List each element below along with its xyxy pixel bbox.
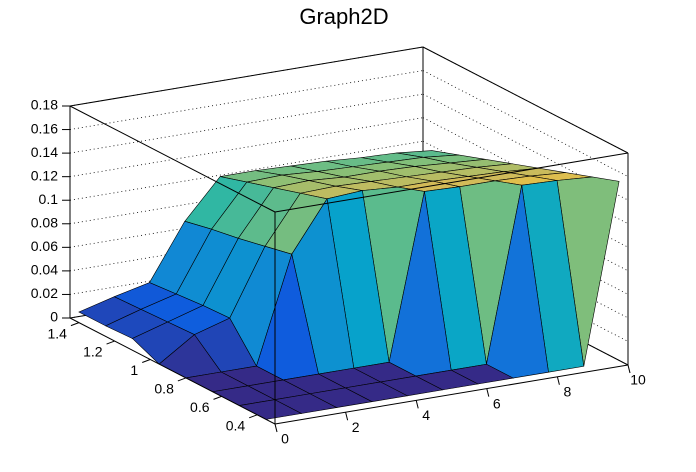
x-tick-label: 6	[493, 395, 501, 411]
y-tick	[142, 359, 151, 363]
y-tick	[248, 414, 258, 419]
x-tick-label: 4	[422, 407, 430, 423]
x-tick-label: 8	[564, 384, 572, 400]
box-edge	[69, 105, 276, 213]
z-tick-label: 0.02	[31, 285, 58, 301]
z-tick-label: 0.04	[31, 262, 58, 278]
x-tick-label: 10	[630, 372, 646, 388]
x-tick-label: 2	[352, 419, 360, 435]
z-tick-label: 0.08	[31, 214, 58, 230]
grid-line	[422, 46, 629, 154]
box-edge	[69, 46, 424, 107]
x-tick	[486, 388, 490, 397]
y-tick-label: 0.4	[226, 417, 246, 433]
y-tick-label: 0.6	[190, 399, 210, 415]
grid-line	[422, 258, 629, 366]
z-tick-label: 0.14	[31, 144, 58, 160]
chart-title: Graph2D	[299, 4, 388, 29]
z-tick-label: 0.16	[31, 120, 58, 136]
y-tick	[70, 322, 80, 327]
x-tick	[274, 423, 278, 433]
grid-line	[422, 235, 629, 342]
x-tick	[345, 412, 349, 421]
x-tick	[415, 400, 419, 409]
z-tick-label: 0.06	[31, 238, 58, 254]
box-edge	[274, 152, 629, 213]
x-tick	[627, 364, 631, 374]
y-tick	[177, 377, 187, 382]
box-edge	[69, 317, 276, 425]
z-tick-label: 0	[50, 309, 58, 325]
z-tick-label: 0.1	[39, 191, 59, 207]
z-tick-label: 0.18	[31, 97, 58, 113]
y-tick-label: 1	[130, 362, 138, 378]
y-tick	[213, 395, 222, 400]
y-tick-label: 1.4	[47, 325, 67, 341]
z-tick-label: 0.12	[31, 167, 58, 183]
y-tick-label: 1.2	[83, 344, 103, 360]
y-tick-label: 0.8	[154, 381, 174, 397]
box-edge	[274, 364, 629, 425]
x-tick-label: 0	[281, 431, 289, 447]
y-tick	[106, 340, 115, 345]
x-tick	[556, 376, 560, 385]
